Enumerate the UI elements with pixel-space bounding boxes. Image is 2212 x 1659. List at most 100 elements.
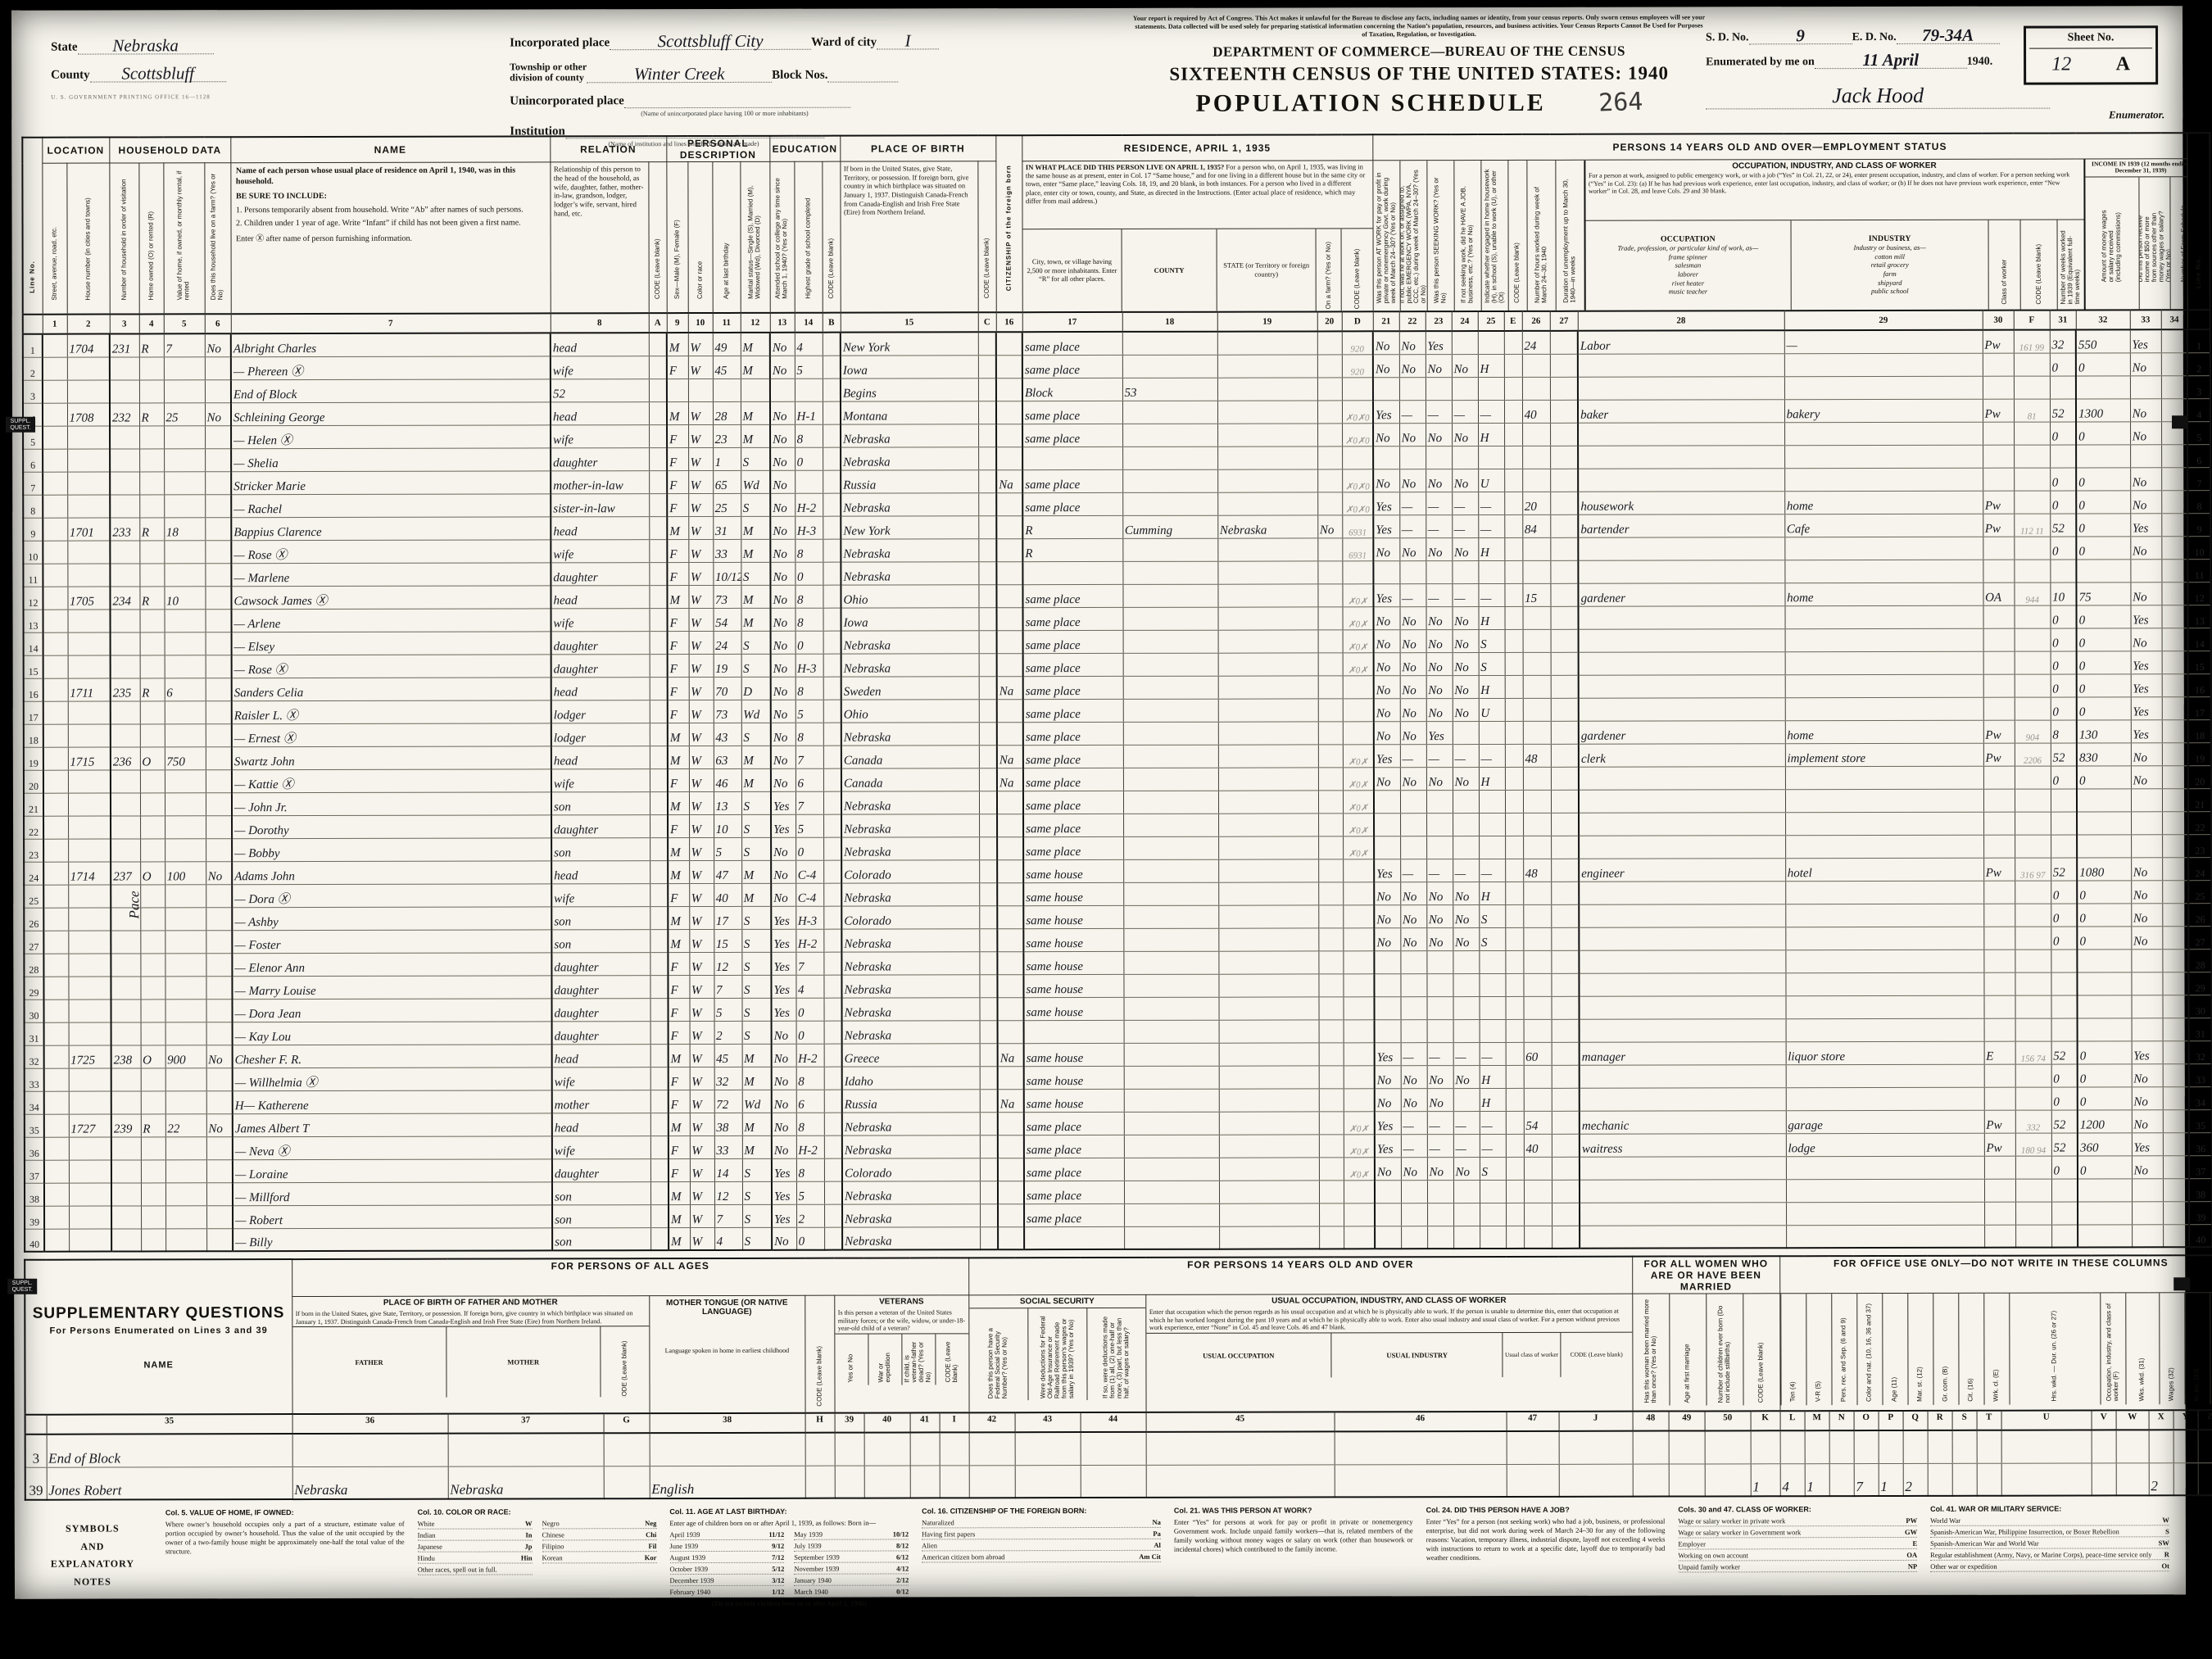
cell-st bbox=[43, 861, 69, 885]
cell-cls bbox=[1983, 536, 2015, 560]
cell-q22 bbox=[1400, 1019, 1427, 1043]
cell-q23: No bbox=[1426, 767, 1453, 791]
cell-sch: No bbox=[769, 401, 796, 424]
cell-hrs bbox=[1522, 720, 1551, 744]
cell-q23: — bbox=[1426, 1111, 1453, 1135]
cell-pob: Montana bbox=[840, 401, 979, 424]
cell-rco bbox=[1122, 537, 1218, 561]
cell-sex: M bbox=[668, 837, 690, 861]
banner-office-use: FOR OFFICE USE ONLY—DO NOT WRITE IN THES… bbox=[1779, 1255, 2212, 1294]
cell-pob: Idaho bbox=[841, 1066, 980, 1090]
cell-age: 73 bbox=[713, 699, 741, 723]
cell-cA bbox=[648, 401, 668, 425]
cell-cB bbox=[823, 836, 842, 860]
cell-ln: 33 bbox=[24, 1067, 44, 1091]
cell-rco bbox=[1123, 1111, 1219, 1135]
cell-ln: 11 bbox=[23, 563, 43, 587]
cell-ind bbox=[1334, 1430, 1507, 1465]
cell-rs bbox=[1217, 560, 1318, 584]
cell-gr: H-2 bbox=[796, 1135, 824, 1158]
cell-hrs bbox=[1522, 628, 1551, 652]
cell-oth: Yes bbox=[2130, 696, 2162, 720]
cell-rel: wife bbox=[551, 424, 650, 448]
cell-name: — Marlene bbox=[231, 562, 551, 587]
cell-st bbox=[43, 792, 69, 816]
cell-pob: Nebraska bbox=[842, 1203, 981, 1227]
cell-ln2: 25 bbox=[2188, 880, 2212, 904]
cell-st bbox=[44, 1228, 70, 1252]
cell-name: — Robert bbox=[233, 1204, 553, 1229]
cell-rs bbox=[1219, 1203, 1320, 1226]
cell-age: 45 bbox=[714, 1043, 742, 1067]
cell-wks bbox=[2051, 972, 2078, 995]
cell-rc: same place bbox=[1022, 675, 1123, 700]
cell-rc: same place bbox=[1022, 492, 1123, 516]
cell-hn bbox=[67, 448, 111, 472]
cell-cC bbox=[979, 882, 998, 906]
cell-dur bbox=[1550, 445, 1579, 469]
cell-cC bbox=[979, 836, 998, 860]
cell-name: — Elsey bbox=[231, 631, 551, 655]
cell-wag bbox=[2076, 444, 2131, 468]
cell-q23 bbox=[1426, 790, 1453, 814]
cell-cls bbox=[1982, 375, 2015, 399]
cell-val bbox=[165, 1090, 206, 1114]
cell-mar bbox=[740, 378, 770, 401]
mother-tongue-header: MOTHER TONGUE (OR NATIVE LANGUAGE) Langu… bbox=[649, 1295, 805, 1414]
cell-hn bbox=[67, 563, 111, 587]
cell-hrs bbox=[1524, 1179, 1552, 1203]
col-number: 4 bbox=[138, 314, 164, 334]
col-citizenship: CITIZENSHIP of the foreign born bbox=[995, 135, 1022, 313]
cell-mar: S bbox=[741, 951, 772, 975]
sheet-no-value: 12 bbox=[2051, 53, 2072, 75]
col-attended-school: Attended school or college any time sinc… bbox=[769, 161, 795, 313]
col-number: 1 bbox=[42, 314, 67, 334]
cell-wks: 0 bbox=[2050, 673, 2077, 697]
cell-q25: H bbox=[1478, 537, 1505, 561]
cell-rs bbox=[1217, 698, 1318, 722]
cell-wag: 0 bbox=[2076, 421, 2131, 445]
cell-ind bbox=[1785, 1018, 1984, 1042]
cell-sch: No bbox=[771, 1043, 796, 1067]
cell-gr: 4 bbox=[796, 974, 824, 998]
cell-S bbox=[1951, 1462, 1977, 1496]
cell-wag: 360 bbox=[2077, 1132, 2132, 1156]
cell-sex: M bbox=[669, 1227, 691, 1251]
cell-ind: liquor store bbox=[1785, 1040, 1984, 1065]
cell-age: 40 bbox=[714, 882, 742, 906]
cell-oth: No bbox=[2131, 1155, 2164, 1179]
cell-cF bbox=[2014, 650, 2051, 674]
cell-rc: same place bbox=[1023, 790, 1124, 814]
cell-st bbox=[43, 1136, 69, 1160]
cell-q22: No bbox=[1399, 698, 1426, 722]
cell-q21 bbox=[1375, 1226, 1402, 1249]
unincorporated-place-label: Unincorporated place bbox=[510, 94, 624, 108]
cell-cE bbox=[1505, 927, 1524, 950]
cell-rc: same house bbox=[1023, 1088, 1124, 1113]
cell-q23 bbox=[1426, 836, 1453, 859]
cell-ln2: 16 bbox=[2187, 673, 2211, 697]
cell-pob: New York bbox=[840, 332, 978, 356]
cell-cit bbox=[996, 722, 1023, 746]
cell-cA bbox=[648, 356, 667, 379]
cell-mar: M bbox=[741, 768, 771, 791]
cell-mar: M bbox=[741, 424, 771, 447]
cell-wag: 0 bbox=[2076, 650, 2131, 674]
cell-cE bbox=[1506, 1179, 1525, 1203]
cell-mar: S bbox=[741, 722, 771, 746]
cell-pob: Nebraska bbox=[841, 1135, 980, 1158]
cell-cA bbox=[649, 424, 668, 448]
col-name-instructions: Name of each person whose usual place of… bbox=[230, 161, 551, 315]
cell-q22: No bbox=[1399, 652, 1426, 676]
cell-cit: Na bbox=[996, 469, 1023, 493]
cell-hrs: 48 bbox=[1522, 743, 1551, 767]
cell-q23: — bbox=[1426, 583, 1453, 607]
cell-oth: Yes bbox=[2130, 650, 2162, 674]
cell-q21: No bbox=[1373, 423, 1400, 446]
cell-rco bbox=[1123, 790, 1219, 814]
cell-hrs: 20 bbox=[1522, 491, 1551, 514]
col-number: 40 bbox=[863, 1412, 910, 1433]
cell-oth: Yes bbox=[2130, 513, 2162, 537]
cell-rc: same house bbox=[1023, 1065, 1124, 1090]
group-employment-status: PERSONS 14 YEARS OLD AND OVER—EMPLOYMENT… bbox=[1372, 133, 2187, 161]
